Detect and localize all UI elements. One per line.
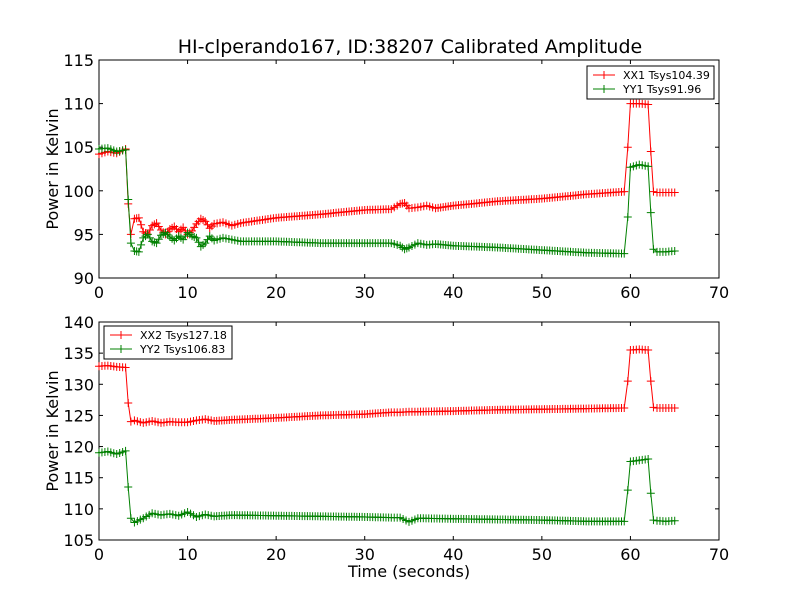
y-axis-label: Power in Kelvin — [43, 108, 62, 229]
data-point — [670, 403, 679, 412]
data-point — [623, 143, 632, 152]
y-tick-label: 90 — [74, 269, 94, 288]
data-point — [124, 398, 133, 407]
x-tick-label: 30 — [355, 545, 375, 564]
data-point — [121, 145, 130, 154]
x-tick-label: 50 — [532, 283, 552, 302]
x-tick-label: 70 — [709, 545, 729, 564]
y-tick-label: 110 — [63, 95, 94, 114]
data-point — [644, 455, 653, 464]
x-tick-label: 0 — [94, 283, 104, 302]
x-tick-label: 10 — [177, 283, 197, 302]
data-point — [134, 213, 143, 222]
data-point — [644, 346, 653, 355]
data-point — [623, 212, 632, 221]
x-tick-label: 70 — [709, 283, 729, 302]
x-tick-label: 40 — [443, 545, 463, 564]
x-tick-label: 60 — [620, 283, 640, 302]
x-tick-label: 0 — [94, 545, 104, 564]
data-point — [623, 486, 632, 495]
x-tick-label: 20 — [266, 545, 286, 564]
data-point — [644, 162, 653, 171]
y-tick-label: 125 — [63, 406, 94, 425]
data-point — [124, 195, 133, 204]
x-tick-label: 10 — [177, 545, 197, 564]
legend-item: YY2 Tsys106.83 — [110, 343, 225, 356]
x-tick-label: 60 — [620, 545, 640, 564]
legend-label: XX2 Tsys127.18 — [140, 329, 227, 342]
x-axis-label: Time (seconds) — [347, 562, 470, 581]
data-point — [124, 483, 133, 492]
data-point — [670, 188, 679, 197]
x-tick-label: 50 — [532, 545, 552, 564]
series-yy1 — [95, 144, 679, 258]
data-point — [620, 249, 629, 258]
legend-marker — [600, 71, 608, 79]
legend-marker — [600, 85, 608, 93]
series-xx2 — [95, 345, 679, 427]
legend-label: YY1 Tsys91.96 — [622, 83, 701, 96]
data-point — [649, 403, 658, 412]
legend-item: YY1 Tsys91.96 — [593, 83, 701, 96]
axes-frame — [98, 321, 720, 541]
data-point — [121, 446, 130, 455]
data-point — [670, 246, 679, 255]
y-tick-label: 135 — [63, 344, 94, 363]
data-point — [121, 363, 130, 372]
y-tick-label: 105 — [63, 138, 94, 157]
legend-marker — [117, 331, 125, 339]
y-tick-label: 120 — [63, 438, 94, 457]
data-point — [137, 220, 146, 229]
x-tick-label: 30 — [355, 283, 375, 302]
legend-box — [586, 65, 715, 100]
legend-item: XX1 Tsys104.39 — [593, 69, 710, 82]
data-point — [620, 403, 629, 412]
subplot-2: 0 10 20 30 40 50 60 70 105 110 115 120 125 130 135 140 P… — [43, 313, 729, 581]
y-tick-label: 140 — [63, 313, 94, 332]
data-point — [623, 377, 632, 386]
data-point — [126, 239, 135, 248]
data-point — [646, 489, 655, 498]
legend-item: XX2 Tsys127.18 — [110, 329, 227, 342]
y-tick-label: 100 — [63, 182, 94, 201]
data-point — [620, 187, 629, 196]
legend-box — [103, 325, 233, 360]
data-point — [649, 187, 658, 196]
y-tick-label: 115 — [63, 469, 94, 488]
legend-marker — [117, 345, 125, 353]
data-point — [126, 514, 135, 523]
x-tick-label: 20 — [266, 283, 286, 302]
data-point — [137, 240, 146, 249]
x-tick-label: 40 — [443, 283, 463, 302]
data-point — [670, 516, 679, 525]
data-point — [192, 233, 201, 242]
data-point — [194, 238, 203, 247]
y-tick-label: 105 — [63, 531, 94, 550]
series-yy2 — [95, 446, 679, 527]
data-point — [646, 147, 655, 156]
y-tick-label: 95 — [74, 225, 94, 244]
data-point — [649, 516, 658, 525]
axes-frame — [98, 59, 720, 279]
data-point — [646, 208, 655, 217]
data-point — [134, 247, 143, 256]
legend-label: YY2 Tsys106.83 — [139, 343, 225, 356]
y-tick-label: 130 — [63, 375, 94, 394]
y-tick-label: 110 — [63, 500, 94, 519]
data-point — [646, 377, 655, 386]
y-axis-label: Power in Kelvin — [43, 370, 62, 491]
subplot-1: 0 10 20 30 40 50 60 70 90 95 100 105 110 115 Power in … — [43, 51, 729, 302]
data-point — [644, 100, 653, 109]
legend-label: XX1 Tsys104.39 — [623, 69, 710, 82]
data-point — [620, 517, 629, 526]
y-tick-label: 115 — [63, 51, 94, 70]
figure-title: HI-clperando167, ID:38207 Calibrated Amp… — [178, 36, 642, 58]
data-point — [145, 226, 154, 235]
